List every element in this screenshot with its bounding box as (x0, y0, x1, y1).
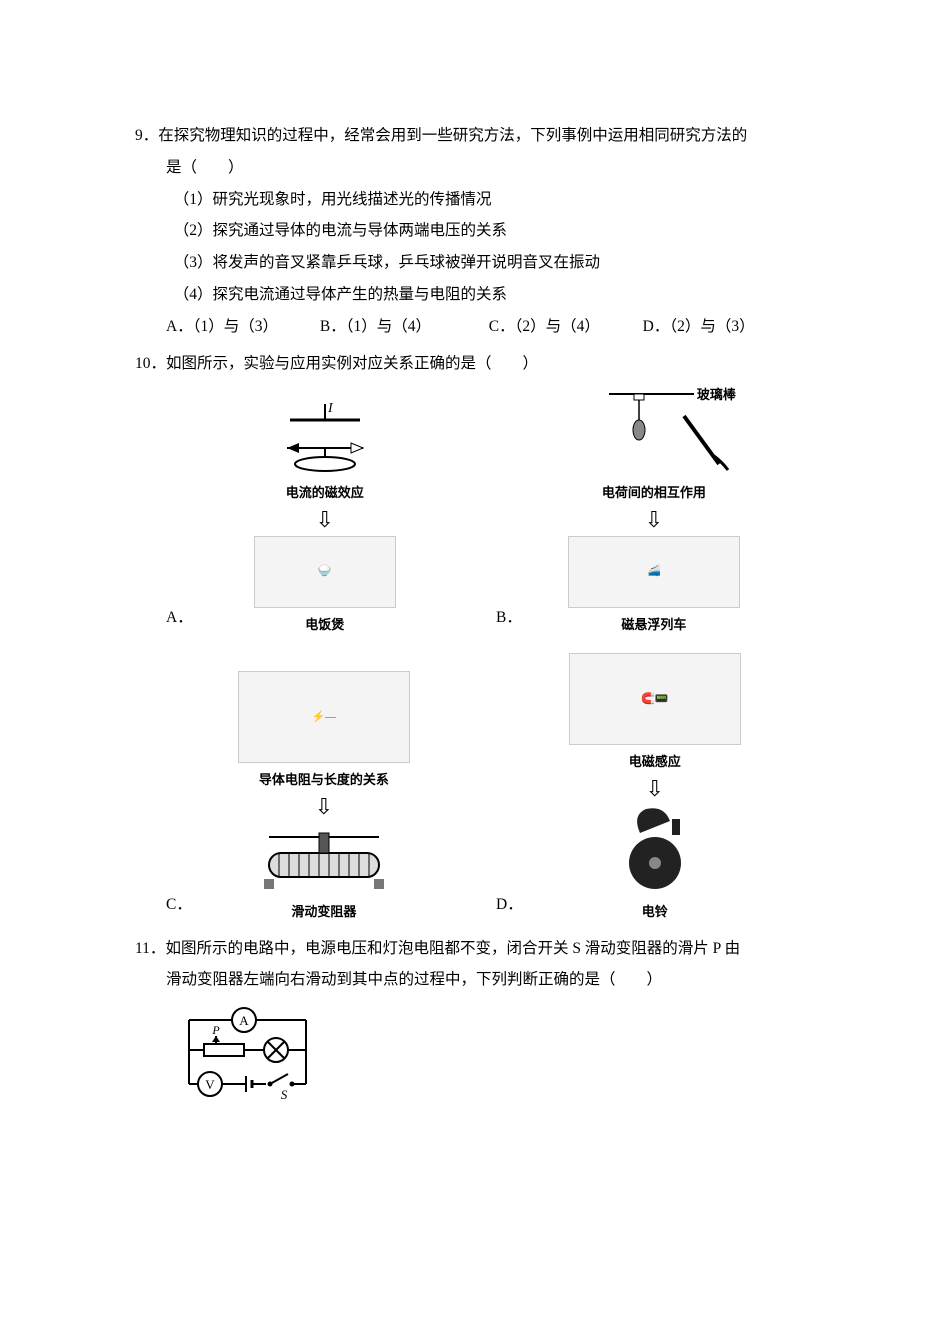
q9-option-c: C．（2）与（4） (489, 311, 639, 343)
q10-a-lower-caption: 电饭煲 (305, 612, 344, 639)
maglev-train-icon: 🚄 (568, 536, 740, 608)
q10-label-a: A． (166, 602, 195, 640)
q11-circuit-figure: A P V (135, 1002, 830, 1114)
q10-box-d: 🧲📟 电磁感应 ⇩ 电铃 (525, 651, 785, 926)
q10-label-c: C． (166, 889, 194, 927)
q10-number: 10． (135, 348, 166, 380)
glass-rod-label: 玻璃棒 (697, 382, 736, 409)
q10-d-lower-image (600, 805, 710, 895)
q11-stem-a: 如图所示的电路中，电源电压和灯泡电阻都不变，闭合开关 S 滑动变阻器的滑片 P … (165, 940, 740, 957)
q11-number: 11． (135, 933, 165, 965)
slider-p-label: P (211, 1023, 220, 1037)
q9-item-1: （1）研究光现象时，用光线描述光的传播情况 (135, 184, 830, 216)
q10-c-upper-image: ⚡— (238, 671, 410, 763)
q11-stem-line2: 滑动变阻器左端向右滑动到其中点的过程中，下列判断正确的是（ ） (135, 964, 830, 996)
q10-box-b: 玻璃棒 电荷间的相互作用 ⇩ 🚄 磁悬浮列车 (524, 384, 784, 639)
down-arrow-icon: ⇩ (315, 509, 333, 531)
em-induction-icon: 🧲📟 (569, 653, 741, 745)
question-9: 9．在探究物理知识的过程中，经常会用到一些研究方法，下列事例中运用相同研究方法的… (135, 120, 830, 342)
oersted-experiment-icon: I (265, 398, 385, 476)
q9-option-a: A．（1）与（3） (166, 311, 316, 343)
q10-a-upper-caption: 电流的磁效应 (286, 480, 364, 507)
down-arrow-icon: ⇩ (645, 778, 663, 800)
q10-panel-c: C． ⚡— 导体电阻与长度的关系 ⇩ (166, 651, 486, 926)
q9-stem-line2: 是（ ） (135, 152, 830, 184)
q10-stem-text: 如图所示，实验与应用实例对应关系正确的是（ ） (166, 355, 538, 372)
q10-c-lower-image (249, 823, 399, 895)
resistance-length-icon: ⚡— (238, 671, 410, 763)
exam-page: 9．在探究物理知识的过程中，经常会用到一些研究方法，下列事例中运用相同研究方法的… (0, 0, 950, 1344)
q10-panel-d: D． 🧲📟 电磁感应 ⇩ 电铃 (496, 651, 816, 926)
q10-b-upper-image: 玻璃棒 (574, 386, 734, 476)
q10-stem: 10．如图所示，实验与应用实例对应关系正确的是（ ） (135, 348, 830, 380)
q10-c-upper-caption: 导体电阻与长度的关系 (259, 767, 389, 794)
rheostat-icon (249, 823, 399, 895)
svg-text:I: I (327, 401, 334, 416)
down-arrow-icon: ⇩ (645, 509, 663, 531)
q9-item-3: （3）将发声的音叉紧靠乒乓球，乒乓球被弹开说明音叉在振动 (135, 247, 830, 279)
q9-item-2: （2）探究通过导体的电流与导体两端电压的关系 (135, 215, 830, 247)
q11-stem-line1: 11．如图所示的电路中，电源电压和灯泡电阻都不变，闭合开关 S 滑动变阻器的滑片… (135, 933, 830, 965)
q10-c-lower-caption: 滑动变阻器 (291, 899, 356, 926)
electric-bell-icon (600, 805, 710, 895)
q10-box-a: I 电流的磁效应 ⇩ 🍚 电饭煲 (195, 396, 455, 639)
q10-label-b: B． (496, 602, 524, 640)
q10-label-d: D． (496, 889, 525, 927)
q10-panel-a: A． I 电流的磁效应 (166, 384, 486, 639)
circuit-diagram-icon: A P V (174, 1002, 324, 1102)
q9-number: 9． (135, 120, 158, 152)
voltmeter-label: V (205, 1077, 215, 1092)
q10-b-upper-caption: 电荷间的相互作用 (602, 480, 706, 507)
down-arrow-icon: ⇩ (315, 796, 333, 818)
q10-box-c: ⚡— 导体电阻与长度的关系 ⇩ (194, 669, 454, 926)
q10-b-lower-caption: 磁悬浮列车 (621, 612, 686, 639)
q9-option-d: D．（2）与（3） (643, 311, 755, 343)
q10-a-lower-image: 🍚 (254, 536, 396, 608)
question-10: 10．如图所示，实验与应用实例对应关系正确的是（ ） A． I (135, 348, 830, 926)
rice-cooker-icon: 🍚 (254, 536, 396, 608)
q9-option-b: B．（1）与（4） (320, 311, 485, 343)
ammeter-label: A (239, 1013, 249, 1028)
q10-d-lower-caption: 电铃 (642, 899, 668, 926)
q9-options: A．（1）与（3） B．（1）与（4） C．（2）与（4） D．（2）与（3） (135, 311, 830, 343)
q10-d-upper-image: 🧲📟 (569, 653, 741, 745)
q9-stem-line1: 9．在探究物理知识的过程中，经常会用到一些研究方法，下列事例中运用相同研究方法的 (135, 120, 830, 152)
q10-figure-grid: A． I 电流的磁效应 (135, 384, 830, 927)
q10-panel-b: B． 玻璃棒 电荷间的相互作用 ⇩ (496, 384, 816, 639)
question-11: 11．如图所示的电路中，电源电压和灯泡电阻都不变，闭合开关 S 滑动变阻器的滑片… (135, 933, 830, 1114)
q9-stem-a: 在探究物理知识的过程中，经常会用到一些研究方法，下列事例中运用相同研究方法的 (158, 127, 747, 144)
q10-d-upper-caption: 电磁感应 (629, 749, 681, 776)
switch-s-label: S (281, 1087, 288, 1102)
q10-b-lower-image: 🚄 (568, 536, 740, 608)
q9-item-4: （4）探究电流通过导体产生的热量与电阻的关系 (135, 279, 830, 311)
q10-a-upper-image: I (265, 398, 385, 476)
